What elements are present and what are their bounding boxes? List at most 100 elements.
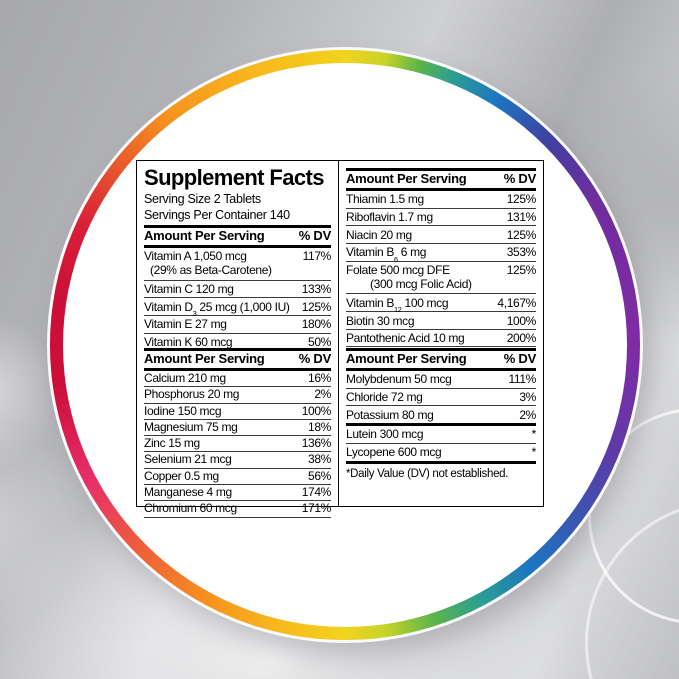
dv-header: % DV xyxy=(503,351,536,366)
nutrient-name: Folate 500 mcg DFE xyxy=(346,263,450,278)
nutrient-row: Niacin 20 mg 125% xyxy=(346,225,536,243)
nutrient-name: Riboflavin 1.7 mg xyxy=(346,210,433,225)
amount-per-serving-header: Amount Per Serving xyxy=(346,351,467,366)
nutrient-name: Phosphorus 20 mg xyxy=(144,387,240,402)
nutrient-name: Vitamin B12 100 mcg xyxy=(346,295,449,315)
nutrient-row: Pantothenic Acid 10 mg 200% xyxy=(346,328,537,347)
nutrient-name: Vitamin K 60 mcg xyxy=(144,335,233,349)
nutrient-dv-value: 180% xyxy=(301,317,332,332)
nutrient-name: Thiamin 1.5 mg xyxy=(346,192,424,207)
nutrient-dv-value: 100% xyxy=(506,313,537,328)
panel-header: Amount Per Serving % DV xyxy=(346,168,536,191)
panel-vitamins-a-k: Vitamin A 1,050 mcg 117% (29% as Beta-Caro… xyxy=(144,248,331,350)
nutrient-row: Lutein 300 mcg * xyxy=(346,422,537,443)
nutrient-dv-value: 16% xyxy=(308,370,331,385)
dv-footnote: *Daily Value (DV) not established. xyxy=(346,467,509,480)
nutrient-name: Vitamin E 27 mg xyxy=(144,317,227,332)
nutrient-name: Calcium 210 mg xyxy=(144,370,226,385)
nutrient-dv-value: 56% xyxy=(308,468,331,483)
servings-per-container: Servings Per Container 140 xyxy=(144,207,290,222)
nutrient-name: Magnesium 75 mg xyxy=(144,419,238,434)
nutrient-row: Molybdenum 50 mcg 111% xyxy=(346,371,536,388)
nutrient-name: Lycopene 600 mcg xyxy=(346,445,442,460)
nutrient-dv-value: 131% xyxy=(506,210,537,225)
nutrient-dv-value: 18% xyxy=(308,419,331,434)
panel-trace-rows: Molybdenum 50 mcg 111% Chloride 72 mg 3% Pot… xyxy=(346,371,536,460)
divider-rule xyxy=(346,346,536,348)
panel-header: Amount Per Serving % DV xyxy=(144,348,331,371)
facts-left-column: Supplement Facts Serving Size 2 Tablets … xyxy=(137,161,339,518)
nutrient-name: Pantothenic Acid 10 mg xyxy=(346,331,465,346)
nutrient-row: Vitamin K 60 mcg 50% xyxy=(144,332,331,351)
nutrient-name: Niacin 20 mg xyxy=(346,227,412,242)
nutrient-name: Vitamin C 120 mg xyxy=(144,282,234,297)
nutrient-row: Chromium 60 mcg 171% xyxy=(144,500,331,516)
divider-rule xyxy=(144,516,331,518)
nutrient-dv-value: 125% xyxy=(506,192,537,207)
nutrient-dv-value: 2% xyxy=(519,407,536,422)
nutrient-row: Vitamin A 1,050 mcg 117% xyxy=(144,248,331,265)
nutrient-name: Potassium 80 mg xyxy=(346,407,434,422)
nutrient-name: Lutein 300 mcg xyxy=(346,427,424,442)
dv-header: % DV xyxy=(298,351,331,366)
nutrient-dv-value: * xyxy=(531,427,537,442)
nutrient-dv-value: 3% xyxy=(519,390,536,405)
nutrient-dv-value: 2% xyxy=(314,387,331,402)
nutrient-note: (300 mcg Folic Acid) xyxy=(370,277,472,292)
nutrient-row: Vitamin E 27 mg 180% xyxy=(144,314,332,333)
nutrient-name: Molybdenum 50 mcg xyxy=(346,372,452,387)
panel-trace-elements: Amount Per Serving % DV Molybdenum 50 mc… xyxy=(346,348,536,481)
nutrient-row: Selenium 21 mcg 38% xyxy=(144,451,331,467)
nutrient-dv-value: 125% xyxy=(301,299,332,314)
nutrient-dv-value: 171% xyxy=(301,501,332,516)
nutrient-name: Manganese 4 mg xyxy=(144,485,232,500)
nutrient-name: Vitamin D3 25 mcg (1,000 IU) xyxy=(144,299,290,319)
nutrient-row: Vitamin B6 6 mg 353% xyxy=(346,242,537,264)
nutrient-dv-value: 38% xyxy=(308,452,331,467)
nutrient-dv-value: 50% xyxy=(308,335,331,349)
nutrient-dv-value: 125% xyxy=(506,263,537,278)
nutrient-name: Iodine 150 mcg xyxy=(144,403,222,418)
nutrient-row: Zinc 15 mg 136% xyxy=(144,435,331,451)
panel-minerals: Amount Per Serving % DV Calcium 210 mg 16… xyxy=(144,348,331,518)
amount-per-serving-header: Amount Per Serving xyxy=(144,351,265,366)
nutrient-name: Selenium 21 mcg xyxy=(144,452,232,467)
nutrient-dv-value: 100% xyxy=(301,403,332,418)
nutrient-dv-value: 4,167% xyxy=(497,295,536,310)
panel-minerals-rows: Calcium 210 mg 16% Phosphorus 20 mg 2% Iodin… xyxy=(144,371,331,517)
panel-header: Amount Per Serving % DV xyxy=(346,348,536,371)
nutrient-row: Folate 500 mcg DFE 125% xyxy=(346,260,537,279)
nutrient-row: Phosphorus 20 mg 2% xyxy=(144,386,331,402)
supplement-facts-panel: Supplement Facts Serving Size 2 Tablets … xyxy=(136,160,544,518)
nutrient-row: Vitamin C 120 mg 133% xyxy=(144,279,332,298)
nutrient-name: Copper 0.5 mg xyxy=(144,468,219,483)
nutrient-row: Magnesium 75 mg 18% xyxy=(144,418,331,435)
nutrient-name: Biotin 30 mcg xyxy=(346,313,415,328)
nutrient-dv-value: 117% xyxy=(302,249,332,264)
nutrient-dv-value: 174% xyxy=(301,485,332,500)
nutrient-dv-value: 353% xyxy=(506,245,537,260)
nutrient-row: Lycopene 600 mcg * xyxy=(346,442,537,461)
nutrient-dv-value: * xyxy=(531,445,537,460)
nutrient-row: Thiamin 1.5 mg 125% xyxy=(346,191,536,208)
facts-right-column: Amount Per Serving % DV Thiamin 1.5 mg 12… xyxy=(339,161,543,506)
nutrient-name: Zinc 15 mg xyxy=(144,436,200,451)
nutrient-note: (29% as Beta-Carotene) xyxy=(150,263,272,278)
nutrient-dv-value: 133% xyxy=(301,282,332,297)
nutrient-name: Chloride 72 mg xyxy=(346,390,423,405)
panel-b-vitamins: Thiamin 1.5 mg 125% Riboflavin 1.7 mg 131% N… xyxy=(346,191,536,346)
nutrient-dv-value: 200% xyxy=(506,331,537,346)
nutrient-name: Chromium 60 mcg xyxy=(144,501,237,516)
nutrient-row: Chloride 72 mg 3% xyxy=(346,387,536,406)
serving-size: Serving Size 2 Tablets xyxy=(144,191,261,206)
nutrient-row: Calcium 210 mg 16% xyxy=(144,371,331,386)
nutrient-name: Vitamin B6 6 mg xyxy=(346,245,427,264)
dv-header: % DV xyxy=(503,171,536,186)
nutrient-row: Iodine 150 mcg 100% xyxy=(144,402,332,419)
nutrient-dv-value: 136% xyxy=(301,436,332,451)
nutrient-row: Vitamin B12 100 mcg 4,167% xyxy=(346,293,536,315)
nutrient-row: Vitamin D3 25 mcg (1,000 IU) 125% xyxy=(144,297,332,319)
divider-rule-heavy xyxy=(346,460,536,464)
amount-per-serving-header: Amount Per Serving xyxy=(144,227,265,243)
